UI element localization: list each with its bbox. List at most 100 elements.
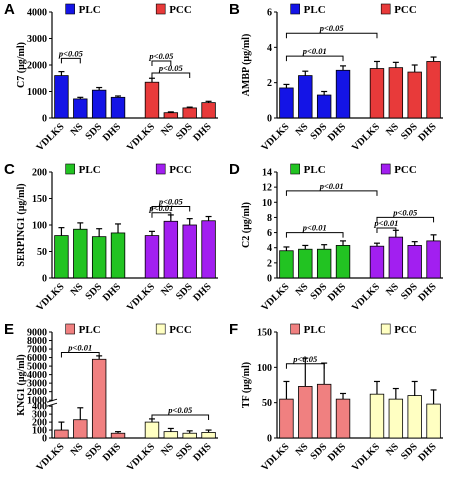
bar (144, 421, 160, 439)
significance-label: p<0.05 (292, 354, 318, 364)
significance-label: p<0.05 (392, 207, 418, 217)
significance-bracket (151, 212, 172, 218)
bar (369, 68, 385, 119)
x-tick-label: VDLKS (259, 121, 291, 153)
bar (201, 220, 216, 279)
bar (110, 232, 126, 279)
x-tick-label: SDS (174, 121, 195, 142)
y-tick-label: 150 (32, 194, 47, 205)
x-tick-label: DHS (101, 441, 124, 464)
x-tick-label: VDLKS (259, 281, 291, 313)
y-tick-label: 2 (267, 78, 272, 89)
legend-swatch (380, 163, 391, 175)
x-tick-label: SDS (174, 281, 195, 302)
x-tick-label: NS (159, 121, 176, 138)
y-tick-label: 2000 (27, 61, 47, 72)
significance-label: p<0.05 (319, 23, 345, 33)
x-tick-label: VDLKS (125, 121, 157, 153)
significance-label: p<0.01 (148, 203, 173, 213)
bar (201, 102, 216, 119)
x-tick-label: SDS (309, 121, 330, 142)
x-tick-label: NS (384, 441, 401, 458)
x-tick-label: SDS (84, 281, 105, 302)
legend-label: PCC (394, 324, 417, 336)
y-tick-label: 0 (267, 434, 272, 445)
axis-break-mark (46, 398, 58, 403)
y-tick-label: 4000 (27, 370, 47, 381)
significance-bracket (285, 232, 344, 238)
legend-label: PLC (79, 4, 101, 16)
y-tick-label: 4000 (27, 8, 47, 19)
legend-label: PCC (169, 4, 192, 16)
bar (163, 112, 179, 119)
x-tick-label: SDS (84, 121, 105, 142)
bar (335, 69, 351, 119)
panel-label: F (229, 321, 238, 338)
x-tick-label: VDLKS (34, 441, 66, 473)
x-tick-label: VDLKS (350, 441, 382, 473)
x-tick-label: SDS (174, 441, 195, 462)
y-tick-label: 0 (42, 434, 47, 445)
bar (279, 398, 294, 439)
axis-break-mark (46, 402, 58, 407)
y-tick-label: 8 (267, 213, 272, 224)
significance-bracket (151, 72, 191, 78)
x-tick-label: VDLKS (350, 121, 382, 153)
bar (110, 432, 126, 439)
significance-label: p<0.05 (148, 51, 174, 61)
significance-bracket (151, 414, 210, 420)
y-tick-label: 100 (257, 363, 272, 374)
x-tick-label: NS (294, 121, 311, 138)
bar (91, 89, 107, 119)
significance-label: p<0.01 (67, 342, 92, 352)
x-tick-label: DHS (326, 441, 349, 464)
x-tick-label: NS (384, 121, 401, 138)
bar (388, 67, 404, 119)
bar (316, 248, 332, 279)
significance-bracket (151, 60, 172, 67)
significance-label: p<0.05 (167, 405, 193, 415)
y-tick-label: 3000 (27, 379, 47, 390)
y-tick-label: 10 (262, 198, 272, 209)
significance-label: p<0.01 (302, 46, 327, 56)
x-tick-label: DHS (101, 121, 124, 144)
significance-label: p<0.05 (158, 196, 184, 206)
y-tick-label: 400 (32, 402, 47, 413)
y-tick-label: 5000 (27, 362, 47, 373)
x-tick-label: SDS (399, 441, 420, 462)
bar (388, 398, 404, 439)
bar (279, 250, 294, 279)
significance-bracket (60, 351, 100, 358)
bar (144, 81, 160, 119)
legend-swatch (65, 163, 75, 175)
x-tick-label: VDLKS (34, 281, 66, 313)
bar (73, 228, 88, 279)
x-tick-label: VDLKS (34, 121, 66, 153)
legend-label: PLC (304, 324, 326, 336)
y-tick-label: 100 (32, 221, 47, 232)
bar (73, 98, 88, 119)
panel-label: A (4, 1, 15, 18)
y-tick-label: 2 (267, 258, 272, 269)
y-axis-label: SERPING1 (μg/ml) (16, 183, 27, 266)
significance-bracket (285, 32, 378, 39)
y-axis-label: KNG1 (μg/ml) (16, 354, 27, 416)
y-tick-label: 100 (32, 426, 47, 437)
bar (54, 75, 69, 119)
x-tick-label: DHS (326, 281, 349, 304)
y-tick-label: 0 (267, 274, 272, 285)
y-tick-label: 200 (32, 418, 47, 429)
y-tick-label: 0 (42, 274, 47, 285)
x-tick-label: DHS (326, 121, 349, 144)
bar (426, 403, 441, 439)
y-tick-label: 0 (42, 114, 47, 125)
y-tick-label: 1000 (27, 87, 47, 98)
x-tick-label: DHS (416, 121, 439, 144)
legend-swatch (155, 163, 166, 175)
legend-label: PLC (79, 324, 101, 336)
legend-label: PCC (169, 164, 192, 176)
bar (182, 107, 197, 119)
y-tick-label: 0 (267, 114, 272, 125)
y-tick-label: 50 (37, 247, 47, 258)
